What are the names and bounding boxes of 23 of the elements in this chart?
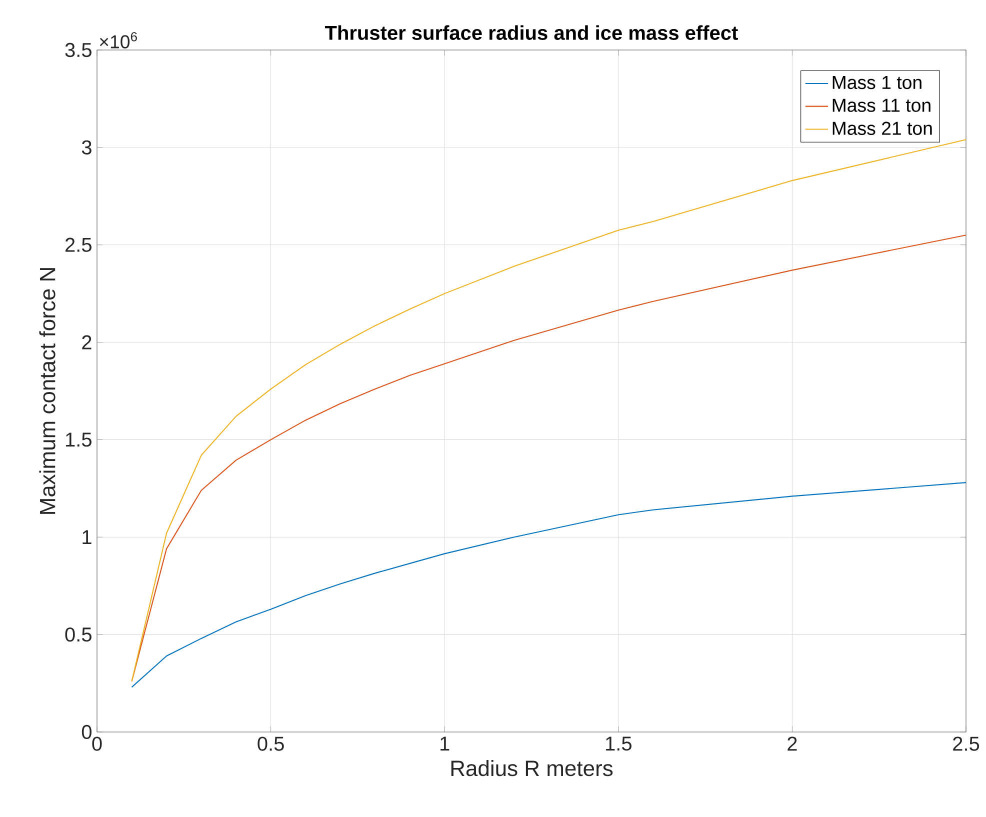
- y-tick-label: 3.5: [65, 42, 92, 58]
- x-tick-label: 2: [788, 736, 797, 751]
- x-tick-label: 2.5: [953, 736, 980, 751]
- y-tick-label: 0.5: [65, 627, 92, 642]
- x-tick-label: 1.5: [606, 736, 632, 751]
- x-axis-title: Radius R meters: [451, 760, 613, 776]
- y-tick-label: 1.5: [66, 432, 92, 447]
- y-tick-label: 2.5: [65, 238, 92, 252]
- y-axis-title: Maximum contact force N: [39, 268, 56, 514]
- x-tick-label: 0: [92, 736, 102, 751]
- x-tick-label: 0.5: [258, 736, 284, 751]
- text: ×10$^{6}$: [100, 32, 137, 48]
- y-tick-label: 2: [82, 335, 92, 350]
- legend-label: Mass 1 ton: [832, 76, 922, 90]
- chart-title: Thruster surface radius and ice mass effect: [324, 25, 738, 40]
- line-series: [131, 482, 967, 688]
- y-tick-label: 3: [82, 140, 92, 154]
- line-series: [131, 139, 967, 682]
- legend-label: Mass 21 ton: [832, 122, 932, 135]
- legend-label: Mass 11 ton: [832, 98, 930, 112]
- x-tick-label: 1: [440, 736, 450, 750]
- y-tick-label: 0: [82, 724, 92, 740]
- y-tick-label: 1: [82, 530, 92, 544]
